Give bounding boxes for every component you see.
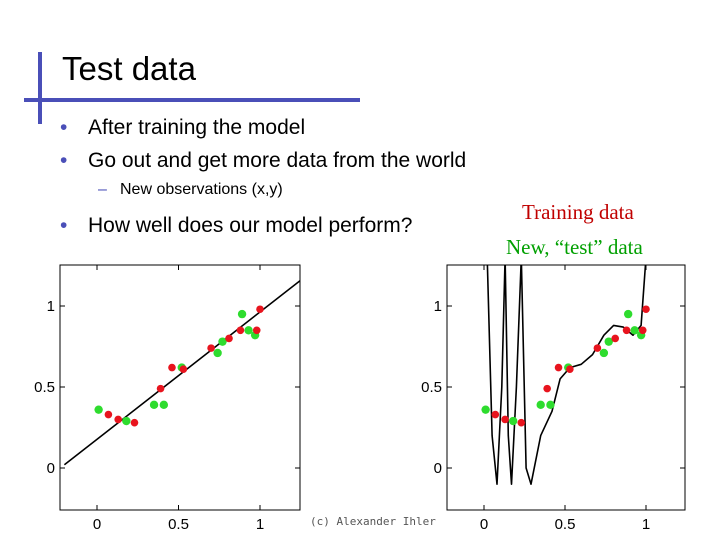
legend-training: Training data bbox=[522, 200, 634, 224]
x-tick-label: 1 bbox=[256, 516, 264, 533]
bullet-1-text: After training the model bbox=[88, 116, 306, 139]
legend-test: New, “test” data bbox=[506, 235, 643, 259]
x-tick-label: 0.5 bbox=[555, 516, 576, 533]
sub-bullet-text: New observations (x,y) bbox=[120, 181, 283, 198]
bullet-3-text: How well does our model perform? bbox=[88, 214, 413, 237]
credit-text: (c) Alexander Ihler bbox=[310, 515, 436, 528]
test-point bbox=[94, 405, 103, 414]
train-point bbox=[566, 365, 574, 373]
train-point bbox=[622, 326, 631, 335]
plot-frame bbox=[59, 264, 301, 511]
title-accent-horizontal bbox=[24, 98, 360, 102]
slide-title: Test data bbox=[62, 50, 196, 87]
fit-curve bbox=[486, 265, 647, 486]
plot-area bbox=[63, 279, 300, 466]
train-point bbox=[207, 344, 215, 352]
test-point bbox=[508, 416, 518, 426]
test-point bbox=[159, 400, 169, 410]
train-point bbox=[168, 363, 176, 372]
test-point bbox=[122, 416, 131, 426]
test-point bbox=[244, 326, 253, 335]
bullet-marker: • bbox=[60, 116, 68, 139]
y-tick-label: 1 bbox=[47, 298, 55, 315]
test-point bbox=[546, 400, 555, 410]
train-point bbox=[501, 415, 509, 424]
bullet-1: • After training the model bbox=[60, 116, 305, 140]
train-point bbox=[491, 410, 500, 419]
test-point bbox=[237, 309, 247, 319]
train-point bbox=[517, 418, 526, 427]
bullet-2-text: Go out and get more data from the world bbox=[88, 149, 467, 172]
test-point bbox=[604, 337, 613, 346]
train-point bbox=[638, 326, 647, 335]
train-point bbox=[642, 305, 650, 314]
train-point bbox=[130, 418, 139, 427]
train-point bbox=[554, 363, 563, 372]
train-point bbox=[225, 334, 233, 343]
bullet-2: • Go out and get more data from the world bbox=[60, 149, 466, 173]
plot-linear-fit: 0 0 0.5 0.5 1 1 bbox=[34, 264, 301, 533]
train-point bbox=[252, 326, 261, 335]
title-accent-vertical bbox=[38, 52, 42, 124]
train-point bbox=[593, 344, 602, 352]
bullet-marker: • bbox=[60, 214, 68, 237]
test-point bbox=[623, 309, 633, 319]
train-point bbox=[114, 415, 122, 424]
x-tick-label: 1 bbox=[642, 516, 650, 533]
bullet-marker: • bbox=[60, 149, 68, 172]
bullet-3: • How well does our model perform? bbox=[60, 214, 412, 238]
train-point bbox=[104, 410, 113, 419]
train-point bbox=[156, 384, 165, 393]
y-tick-label: 0 bbox=[434, 460, 442, 477]
test-point bbox=[630, 326, 639, 335]
plot-frame bbox=[446, 264, 686, 511]
plot-area bbox=[481, 265, 650, 486]
test-point bbox=[536, 400, 545, 410]
y-tick-label: 0.5 bbox=[421, 379, 442, 396]
sub-bullet-marker: – bbox=[98, 181, 107, 198]
x-tick-label: 0 bbox=[480, 516, 488, 533]
y-tick-label: 0.5 bbox=[34, 379, 55, 396]
train-point bbox=[256, 305, 264, 314]
x-tick-label: 0 bbox=[93, 516, 101, 533]
train-point bbox=[179, 365, 188, 373]
sub-bullet: – New observations (x,y) bbox=[98, 181, 283, 199]
y-tick-label: 0 bbox=[47, 460, 55, 477]
test-point bbox=[213, 348, 222, 358]
x-tick-label: 0.5 bbox=[168, 516, 189, 533]
test-point bbox=[599, 348, 609, 358]
y-tick-label: 1 bbox=[434, 298, 442, 315]
train-point bbox=[611, 334, 620, 343]
train-point bbox=[236, 326, 245, 335]
test-point bbox=[149, 400, 159, 410]
test-point bbox=[481, 405, 490, 414]
plot-polynomial-fit: 0 0 0.5 0.5 1 1 bbox=[421, 264, 686, 533]
train-point bbox=[543, 384, 551, 393]
test-point bbox=[218, 337, 227, 346]
